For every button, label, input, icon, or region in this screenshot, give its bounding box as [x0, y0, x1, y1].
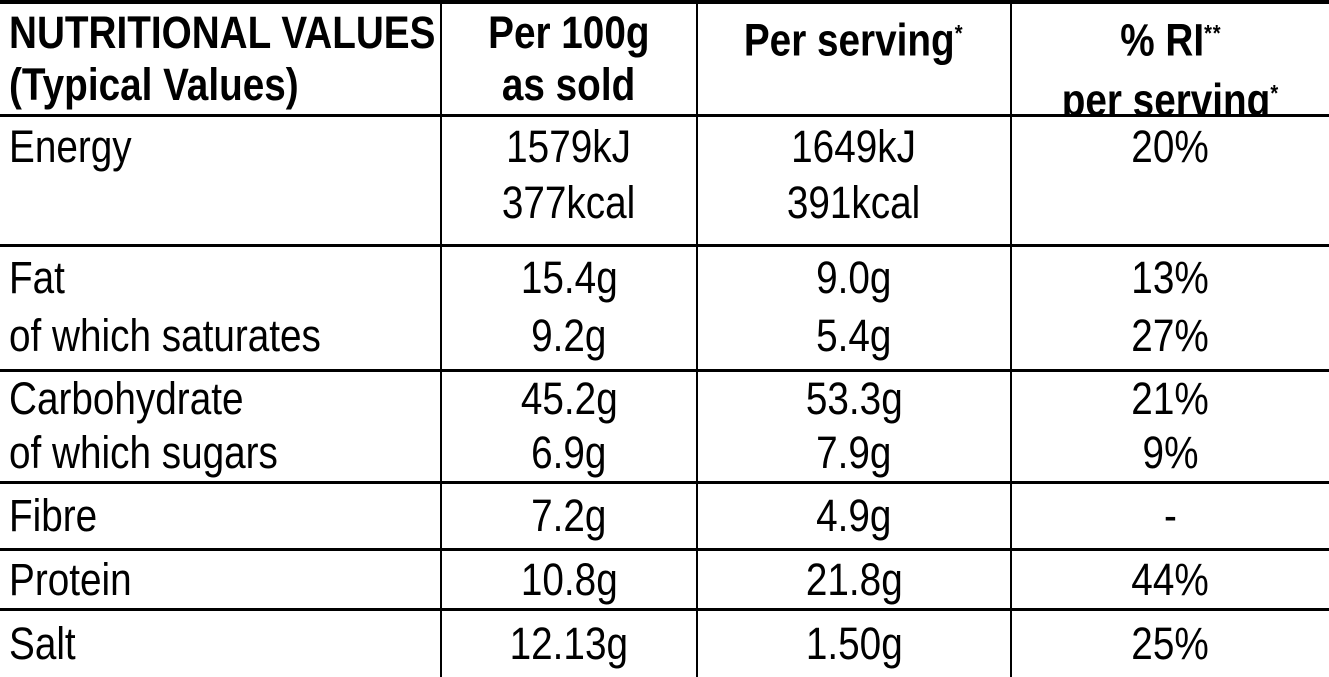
- energy-per-serving-cell: 1649kJ 391kcal: [696, 117, 1010, 244]
- value-per-serving: 5.4g: [816, 310, 892, 361]
- energy-ri-cell: 20%: [1010, 117, 1329, 244]
- row-sublabel: of which saturates: [9, 310, 321, 361]
- value-per-100g: 15.4g: [520, 252, 618, 303]
- value-ri: 21%: [1131, 373, 1210, 424]
- row-salt: Salt 12.13g 1.50g 25%: [0, 608, 1329, 677]
- salt-ri-cell: 25%: [1010, 611, 1329, 677]
- value-per-100g: 10.8g: [520, 553, 618, 605]
- row-fibre: Fibre 7.2g 4.9g -: [0, 481, 1329, 548]
- salt-label-cell: Salt: [0, 611, 440, 677]
- value-ri: 9%: [1142, 427, 1199, 478]
- value-per-serving: 9.0g: [816, 252, 892, 303]
- value-ri: 27%: [1131, 310, 1210, 361]
- fat-per-100g-cell: 15.4g 9.2g: [440, 247, 696, 369]
- fat-per-serving-cell: 9.0g 5.4g: [696, 247, 1010, 369]
- value-per-serving: 1.50g: [805, 618, 903, 669]
- header-title-line1: NUTRITIONAL VALUES: [9, 7, 436, 58]
- header-ri-line2: per serving*: [1061, 74, 1280, 114]
- header-per-100g-line1: Per 100g: [488, 7, 650, 58]
- row-fat-saturates: Fat of which saturates 15.4g 9.2g 9.0g 5…: [0, 244, 1329, 369]
- row-sublabel: of which sugars: [9, 427, 278, 478]
- fibre-per-serving-cell: 4.9g: [696, 484, 1010, 548]
- row-label: Salt: [9, 618, 76, 669]
- value-per-serving: 4.9g: [816, 490, 892, 541]
- row-label: Protein: [9, 553, 132, 605]
- value-per-100g-kcal: 377kcal: [502, 177, 636, 228]
- header-per-100g-line2: as sold: [502, 59, 636, 110]
- value-per-100g: 6.9g: [531, 427, 607, 478]
- value-per-100g: 9.2g: [531, 310, 607, 361]
- value-ri: -: [1164, 490, 1177, 541]
- row-label: Carbohydrate: [9, 373, 244, 424]
- value-ri: 44%: [1131, 553, 1210, 605]
- header-nutritional-values: NUTRITIONAL VALUES (Typical Values): [0, 4, 440, 114]
- row-label: Fat: [9, 252, 65, 303]
- header-per-serving-label: Per serving*: [744, 14, 964, 66]
- asterisk-footnote-mark: *: [1270, 79, 1280, 106]
- salt-per-serving-cell: 1.50g: [696, 611, 1010, 677]
- fat-label-cell: Fat of which saturates: [0, 247, 440, 369]
- row-energy: Energy 1579kJ 377kcal 1649kJ 391kcal 20%: [0, 114, 1329, 244]
- carbohydrate-ri-cell: 21% 9%: [1010, 372, 1329, 481]
- value-per-serving: 53.3g: [805, 373, 903, 424]
- value-per-serving-kcal: 391kcal: [787, 177, 921, 228]
- value-per-100g-kj: 1579kJ: [506, 121, 632, 172]
- row-carbohydrate-sugars: Carbohydrate of which sugars 45.2g 6.9g …: [0, 369, 1329, 481]
- header-ri-per-serving: % RI** per serving*: [1010, 4, 1329, 114]
- energy-per-100g-cell: 1579kJ 377kcal: [440, 117, 696, 244]
- value-ri: 13%: [1131, 252, 1210, 303]
- fibre-label-cell: Fibre: [0, 484, 440, 548]
- fibre-per-100g-cell: 7.2g: [440, 484, 696, 548]
- header-per-serving: Per serving*: [696, 4, 1010, 114]
- value-per-serving-kj: 1649kJ: [791, 121, 917, 172]
- carbohydrate-per-serving-cell: 53.3g 7.9g: [696, 372, 1010, 481]
- header-ri-line1: % RI**: [1119, 14, 1222, 66]
- row-label: Fibre: [9, 490, 98, 541]
- value-per-serving: 7.9g: [816, 427, 892, 478]
- protein-label-cell: Protein: [0, 551, 440, 608]
- table-header-row: NUTRITIONAL VALUES (Typical Values) Per …: [0, 4, 1329, 114]
- protein-ri-cell: 44%: [1010, 551, 1329, 608]
- row-protein: Protein 10.8g 21.8g 44%: [0, 548, 1329, 608]
- fibre-ri-cell: -: [1010, 484, 1329, 548]
- header-title-line2: (Typical Values): [9, 59, 299, 110]
- header-per-100g: Per 100g as sold: [440, 4, 696, 114]
- protein-per-100g-cell: 10.8g: [440, 551, 696, 608]
- salt-per-100g-cell: 12.13g: [440, 611, 696, 677]
- fat-ri-cell: 13% 27%: [1010, 247, 1329, 369]
- carbohydrate-label-cell: Carbohydrate of which sugars: [0, 372, 440, 481]
- protein-per-serving-cell: 21.8g: [696, 551, 1010, 608]
- asterisk-footnote-mark: *: [955, 20, 964, 46]
- value-per-100g: 45.2g: [520, 373, 618, 424]
- row-label: Energy: [9, 121, 132, 172]
- value-per-serving: 21.8g: [805, 553, 903, 605]
- value-ri: 25%: [1131, 618, 1210, 669]
- value-ri: 20%: [1131, 121, 1210, 172]
- value-per-100g: 7.2g: [531, 490, 607, 541]
- carbohydrate-per-100g-cell: 45.2g 6.9g: [440, 372, 696, 481]
- value-per-100g: 12.13g: [509, 618, 629, 669]
- double-asterisk-footnote-mark: **: [1203, 20, 1222, 46]
- energy-label-cell: Energy: [0, 117, 440, 244]
